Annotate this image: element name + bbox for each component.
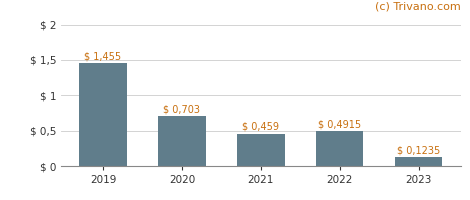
Bar (316, 131, 363, 166)
Text: $ 1,455: $ 1,455 (85, 51, 122, 61)
Text: $ 0,1235: $ 0,1235 (397, 146, 440, 156)
Bar (158, 116, 205, 166)
Bar (237, 134, 284, 166)
Text: $ 0,4915: $ 0,4915 (318, 119, 361, 129)
Text: $ 0,459: $ 0,459 (243, 122, 279, 132)
Bar (395, 157, 442, 166)
Text: (c) Trivano.com: (c) Trivano.com (375, 2, 461, 12)
Bar (79, 63, 126, 166)
Text: $ 0,703: $ 0,703 (164, 105, 200, 115)
